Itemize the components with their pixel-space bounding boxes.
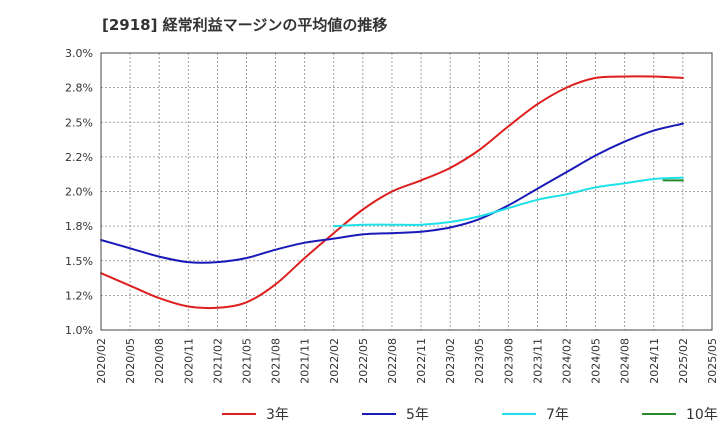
chart-title: [2918] 経常利益マージンの平均値の推移 — [102, 16, 388, 34]
x-tick-label: 2025/05 — [706, 338, 719, 384]
plot-border — [100, 52, 713, 331]
legend: 3年 5年 7年 10年 — [222, 407, 718, 423]
legend-label: 7年 — [546, 407, 569, 423]
x-tick-label: 2020/11 — [182, 338, 195, 384]
x-tick-label: 2021/02 — [211, 338, 224, 384]
x-tick-label: 2023/08 — [502, 338, 515, 384]
series-line — [100, 75, 684, 310]
x-tick-label: 2023/02 — [444, 338, 457, 384]
y-tick-label: 2.2% — [65, 151, 93, 164]
series-lines — [100, 75, 684, 310]
legend-label: 10年 — [686, 407, 718, 423]
x-tick-label: 2021/05 — [240, 338, 253, 384]
y-tick-label: 1.0% — [65, 324, 93, 337]
y-tick-label: 1.2% — [65, 289, 93, 302]
legend-label: 5年 — [406, 407, 429, 423]
x-tick-label: 2022/11 — [415, 338, 428, 384]
y-tick-label: 2.8% — [65, 82, 93, 95]
y-tick-label: 1.5% — [65, 255, 93, 268]
x-tick-label: 2021/08 — [270, 338, 283, 384]
x-tick-label: 2024/02 — [561, 338, 574, 384]
x-tick-label: 2020/05 — [124, 338, 137, 384]
y-tick-label: 2.5% — [65, 116, 93, 129]
x-tick-label: 2023/05 — [473, 338, 486, 384]
series-line — [332, 176, 684, 228]
y-tick-label: 2.0% — [65, 186, 93, 199]
x-tick-label: 2022/08 — [386, 338, 399, 384]
x-tick-label: 2021/11 — [299, 338, 312, 384]
y-tick-label: 1.8% — [65, 220, 93, 233]
x-tick-label: 2025/02 — [677, 338, 690, 384]
y-tick-label: 3.0% — [65, 47, 93, 60]
x-tick-label: 2020/08 — [153, 338, 166, 384]
x-axis-ticks: 2020/02 2020/05 2020/08 2020/11 2021/02 2021/… — [95, 338, 719, 384]
x-tick-label: 2022/02 — [328, 338, 341, 384]
x-tick-label: 2023/11 — [531, 338, 544, 384]
x-tick-label: 2024/08 — [619, 338, 632, 384]
series-line — [100, 122, 684, 264]
x-tick-label: 2020/02 — [95, 338, 108, 384]
x-tick-label: 2024/11 — [648, 338, 661, 384]
x-tick-label: 2024/05 — [590, 338, 603, 384]
x-tick-label: 2022/05 — [357, 338, 370, 384]
y-axis-ticks: 1.0% 1.2% 1.5% 1.8% 2.0% 2.2% 2.5% 2.8% 3.0% — [65, 47, 93, 337]
legend-label: 3年 — [266, 407, 289, 423]
